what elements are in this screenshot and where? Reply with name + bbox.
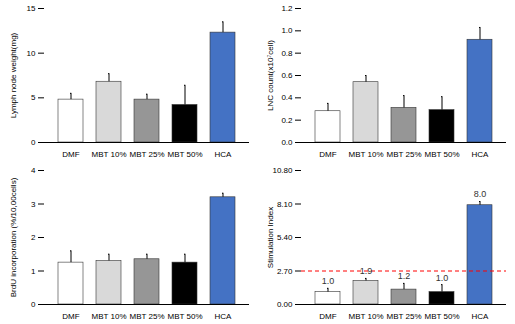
svg-text:1.0: 1.0	[322, 276, 335, 286]
svg-text:1.2: 1.2	[398, 271, 411, 281]
svg-text:1.9: 1.9	[360, 266, 373, 276]
svg-text:HCA: HCA	[472, 150, 490, 159]
svg-text:DMF: DMF	[62, 150, 79, 159]
svg-text:0.2: 0.2	[281, 116, 293, 125]
svg-text:HCA: HCA	[215, 150, 233, 159]
svg-text:2: 2	[31, 233, 36, 242]
svg-text:0: 0	[31, 138, 36, 147]
svg-text:0.8: 0.8	[281, 49, 293, 58]
svg-text:Stimulation Index: Stimulation Index	[266, 207, 275, 268]
svg-text:8.10: 8.10	[277, 200, 293, 209]
svg-text:MBT 25%: MBT 25%	[130, 150, 165, 159]
svg-text:MBT 50%: MBT 50%	[425, 312, 460, 321]
svg-text:MBT 50%: MBT 50%	[168, 312, 203, 321]
svg-text:MBT 25%: MBT 25%	[387, 150, 422, 159]
svg-text:10: 10	[27, 49, 36, 58]
svg-text:DMF: DMF	[62, 312, 79, 321]
svg-text:1.0: 1.0	[436, 273, 449, 283]
svg-text:1.2: 1.2	[281, 4, 293, 13]
svg-text:5: 5	[31, 93, 36, 102]
svg-text:Lymph node weight(mg): Lymph node weight(mg)	[9, 32, 18, 118]
svg-text:MBT 10%: MBT 10%	[92, 150, 127, 159]
svg-text:MBT 25%: MBT 25%	[130, 312, 165, 321]
svg-text:LNC count(x10⁷cell): LNC count(x10⁷cell)	[266, 40, 275, 111]
svg-text:MBT 10%: MBT 10%	[92, 312, 127, 321]
svg-text:0.6: 0.6	[281, 71, 293, 80]
svg-text:10.80: 10.80	[272, 166, 293, 175]
svg-text:BrdU incorporation (%/10,00cel: BrdU incorporation (%/10,00cells)	[9, 177, 18, 297]
svg-text:15: 15	[27, 4, 36, 13]
svg-text:HCA: HCA	[215, 312, 233, 321]
svg-text:DMF: DMF	[319, 312, 336, 321]
svg-text:MBT 10%: MBT 10%	[349, 150, 384, 159]
svg-text:0.4: 0.4	[281, 93, 293, 102]
svg-text:3: 3	[31, 200, 36, 209]
svg-text:5.40: 5.40	[277, 233, 293, 242]
svg-text:2.70: 2.70	[277, 267, 293, 276]
svg-text:HCA: HCA	[472, 312, 490, 321]
svg-text:0.0: 0.0	[281, 138, 293, 147]
svg-text:0.00: 0.00	[277, 300, 293, 309]
svg-text:0: 0	[31, 300, 36, 309]
svg-text:MBT 10%: MBT 10%	[349, 312, 384, 321]
svg-text:4: 4	[31, 166, 36, 175]
svg-text:1: 1	[31, 267, 36, 276]
svg-text:1.0: 1.0	[281, 26, 293, 35]
svg-text:MBT 50%: MBT 50%	[425, 150, 460, 159]
svg-text:DMF: DMF	[319, 150, 336, 159]
svg-text:8.0: 8.0	[474, 189, 487, 199]
svg-text:MBT 25%: MBT 25%	[387, 312, 422, 321]
svg-text:MBT 50%: MBT 50%	[168, 150, 203, 159]
